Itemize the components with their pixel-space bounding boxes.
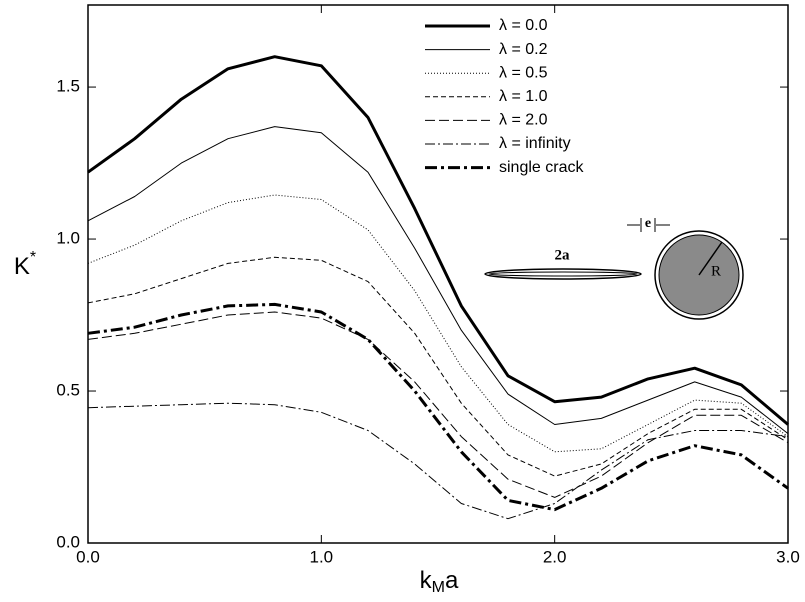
series-line bbox=[87, 402, 789, 520]
y-label-main: K bbox=[14, 253, 30, 280]
x-tick-label: 2.0 bbox=[543, 547, 567, 566]
legend-label: λ = 0.2 bbox=[499, 41, 548, 58]
x-tick-label: 1.0 bbox=[310, 547, 334, 566]
legend-label: λ = 1.0 bbox=[499, 88, 548, 105]
x-tick-label: 3.0 bbox=[776, 547, 800, 566]
x-axis-label: kMa bbox=[420, 567, 459, 596]
series-line bbox=[87, 194, 789, 453]
legend-label: λ = 2.0 bbox=[499, 112, 548, 129]
x-label-sub: M bbox=[432, 579, 445, 596]
radius-arrow bbox=[698, 241, 723, 276]
legend-label: single crack bbox=[499, 159, 584, 176]
y-label-sup: * bbox=[30, 249, 36, 266]
plot-frame bbox=[87, 4, 789, 544]
y-tick-label: 0.5 bbox=[56, 381, 80, 400]
series-line bbox=[87, 311, 789, 498]
inset-diagram: 2a e R bbox=[484, 216, 744, 320]
annotation: 2a bbox=[555, 247, 571, 263]
legend-label: λ = 0.5 bbox=[499, 64, 548, 81]
x-tick-label: 0.0 bbox=[76, 547, 100, 566]
series-line bbox=[87, 126, 789, 434]
series-line bbox=[87, 256, 789, 477]
y-tick-label: 1.5 bbox=[56, 77, 80, 96]
annotation: e bbox=[645, 216, 651, 231]
annotation: R bbox=[711, 263, 721, 279]
legend-label: λ = 0.0 bbox=[499, 17, 548, 34]
crack-outer bbox=[484, 268, 642, 280]
legend-label: λ = infinity bbox=[499, 135, 571, 152]
crack-inner bbox=[488, 271, 638, 277]
series-line bbox=[87, 302, 789, 512]
x-label-main: k bbox=[420, 567, 433, 594]
y-tick-label: 1.0 bbox=[56, 229, 80, 248]
series-line bbox=[87, 55, 789, 426]
y-tick-label: 0.0 bbox=[56, 532, 80, 551]
x-label-end: a bbox=[445, 567, 459, 594]
y-axis-label: K* bbox=[14, 249, 36, 280]
